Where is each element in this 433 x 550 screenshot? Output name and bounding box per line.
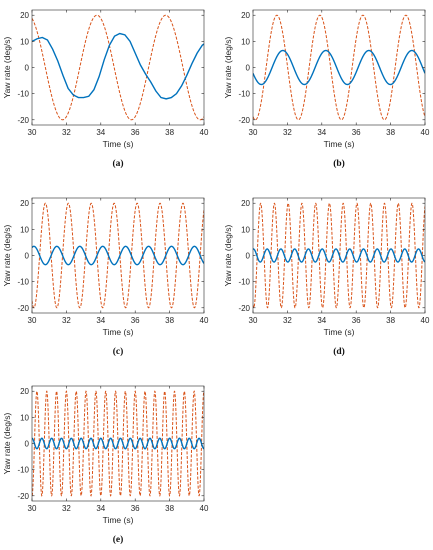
plot-area-b: 30 32 34 36 38 40 -20 -10 0 10 20 Time (s) Yaw rate …: [223, 9, 430, 149]
x-tick-label-a: 34: [96, 128, 105, 137]
y-tick-label-c: 10: [20, 225, 29, 234]
measured-line-c: [32, 245, 204, 266]
y-axis-label-d: Yaw rate (deg/s): [223, 224, 233, 286]
y-tick-label-a: -10: [17, 90, 29, 99]
y-tick-label-d: 0: [246, 252, 251, 261]
y-tick-label-b: -10: [238, 90, 250, 99]
measured-line-d: [253, 248, 425, 263]
x-tick-label-d: 34: [317, 316, 326, 325]
y-tick-label-b: 10: [241, 37, 250, 46]
y-tick-label-d: -10: [238, 278, 250, 287]
y-tick-label-c: -20: [17, 304, 29, 313]
measured-line-a: [32, 32, 204, 100]
subplot-e: 30 32 34 36 38 40 -20 -10 0 10 20 Time (s) Yaw rate …: [2, 385, 209, 545]
x-tick-label-e: 34: [96, 504, 105, 513]
x-tick-label-e: 32: [62, 504, 71, 513]
y-tick-label-e: -10: [17, 466, 29, 475]
x-axis-label-c: Time (s): [103, 327, 134, 337]
x-tick-label-d: 36: [352, 316, 361, 325]
plot-area-e: 30 32 34 36 38 40 -20 -10 0 10 20 Time (s) Yaw rate …: [2, 385, 209, 525]
reference-line-c: [32, 202, 204, 309]
x-tick-label-b: 36: [352, 128, 361, 137]
x-tick-label-c: 34: [96, 316, 105, 325]
x-tick-label-a: 38: [165, 128, 174, 137]
x-tick-label-d: 32: [283, 316, 292, 325]
x-tick-label-b: 32: [283, 128, 292, 137]
x-tick-label-d: 40: [421, 316, 430, 325]
x-tick-label-c: 40: [200, 316, 209, 325]
x-tick-label-d: 30: [249, 316, 258, 325]
reference-line-a: [32, 14, 204, 121]
x-axis-label-a: Time (s): [103, 139, 134, 149]
caption-a: (a): [112, 158, 123, 169]
y-tick-label-e: 20: [20, 387, 29, 396]
plot-area-a: 30 32 34 36 38 40 -20 -10 0 10 20 Time (s) Yaw rate …: [2, 9, 209, 149]
y-tick-label-d: -20: [238, 304, 250, 313]
y-axis-label-a: Yaw rate (deg/s): [2, 36, 12, 98]
x-tick-label-c: 36: [131, 316, 140, 325]
x-tick-label-d: 38: [386, 316, 395, 325]
axes-box-a: [31, 9, 205, 126]
reference-line-b: [253, 14, 425, 121]
subplot-b: 30 32 34 36 38 40 -20 -10 0 10 20 Time (s) Yaw rate …: [223, 9, 430, 169]
x-tick-label-c: 38: [165, 316, 174, 325]
y-tick-label-a: -20: [17, 116, 29, 125]
x-tick-label-a: 30: [28, 128, 37, 137]
y-tick-label-b: 20: [241, 11, 250, 20]
measured-line-b: [253, 49, 425, 86]
y-tick-label-c: 0: [25, 252, 30, 261]
caption-b: (b): [333, 158, 345, 169]
x-tick-label-a: 36: [131, 128, 140, 137]
axes-box-b: [252, 9, 426, 126]
y-tick-label-b: 0: [246, 64, 251, 73]
y-axis-label-e: Yaw rate (deg/s): [2, 412, 12, 474]
plot-area-c: 30 32 34 36 38 40 -20 -10 0 10 20 Time (s) Yaw rate …: [2, 197, 209, 337]
y-tick-label-a: 10: [20, 37, 29, 46]
x-tick-label-b: 34: [317, 128, 326, 137]
y-tick-label-c: -10: [17, 278, 29, 287]
x-tick-label-c: 32: [62, 316, 71, 325]
y-tick-label-a: 20: [20, 11, 29, 20]
y-axis-label-b: Yaw rate (deg/s): [223, 36, 233, 98]
y-tick-label-e: -20: [17, 492, 29, 501]
subplot-c: 30 32 34 36 38 40 -20 -10 0 10 20 Time (s) Yaw rate …: [2, 197, 209, 357]
x-axis-label-e: Time (s): [103, 515, 134, 525]
plot-area-d: 30 32 34 36 38 40 -20 -10 0 10 20 Time (s) Yaw rate …: [223, 197, 430, 337]
y-tick-label-b: -20: [238, 116, 250, 125]
x-tick-label-b: 30: [249, 128, 258, 137]
subplot-d: 30 32 34 36 38 40 -20 -10 0 10 20 Time (s) Yaw rate …: [223, 197, 430, 357]
y-tick-label-e: 0: [25, 440, 30, 449]
x-axis-label-d: Time (s): [324, 327, 355, 337]
axes-box-c: [31, 197, 205, 314]
y-tick-label-d: 10: [241, 225, 250, 234]
x-axis-label-b: Time (s): [324, 139, 355, 149]
y-tick-label-e: 10: [20, 413, 29, 422]
caption-e: (e): [113, 534, 124, 545]
x-tick-label-a: 40: [200, 128, 209, 137]
y-tick-label-c: 20: [20, 199, 29, 208]
x-tick-label-e: 40: [200, 504, 209, 513]
x-tick-label-b: 40: [421, 128, 430, 137]
y-tick-label-a: 0: [25, 64, 30, 73]
caption-c: (c): [113, 346, 124, 357]
subplot-a: 30 32 34 36 38 40 -20 -10 0 10 20 Time (s) Yaw rate …: [2, 9, 209, 169]
y-axis-label-c: Yaw rate (deg/s): [2, 224, 12, 286]
reference-line-d: [253, 202, 425, 309]
x-tick-label-e: 30: [28, 504, 37, 513]
x-tick-label-e: 36: [131, 504, 140, 513]
measured-line-e: [32, 437, 204, 450]
x-tick-label-e: 38: [165, 504, 174, 513]
caption-d: (d): [333, 346, 345, 357]
x-tick-label-a: 32: [62, 128, 71, 137]
y-tick-label-d: 20: [241, 199, 250, 208]
x-tick-label-c: 30: [28, 316, 37, 325]
x-tick-label-b: 38: [386, 128, 395, 137]
